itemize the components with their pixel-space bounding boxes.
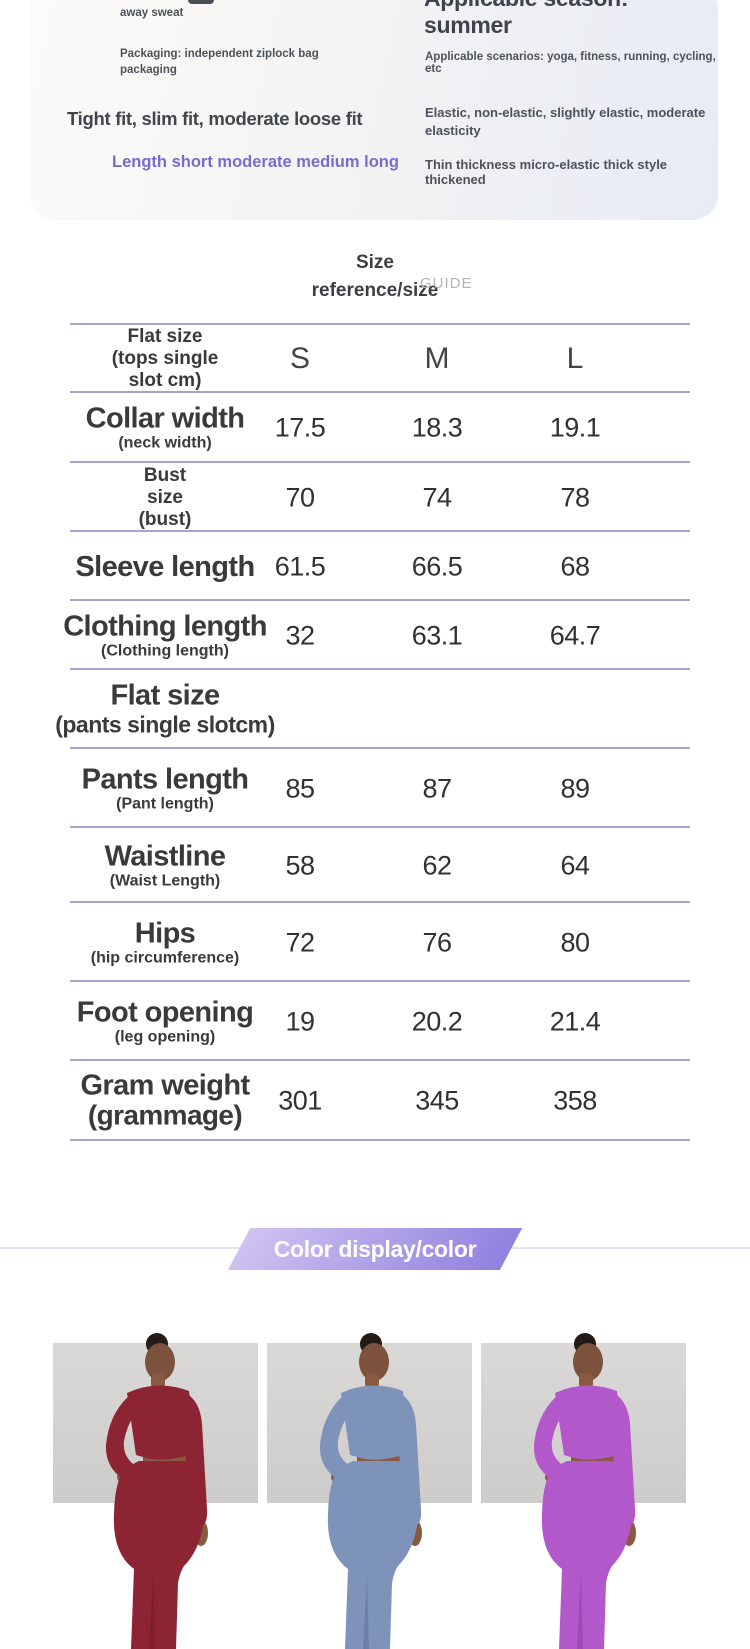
table-row-pants-length: Pants length (Pant length) 85 87 89 (0, 749, 750, 828)
cell-value: 20.2 (411, 1006, 463, 1036)
row-sublabel: (Waist Length) (109, 872, 221, 890)
table-row-clothing-length: Clothing length (Clothing length) 32 63.… (0, 601, 750, 670)
color-photo-row (0, 1333, 750, 1649)
spec-season: Applicable season: summer (424, 0, 629, 38)
size-guide-title-line2: reference/size (311, 279, 439, 301)
row-label: size (147, 486, 183, 508)
cell-value: 18.3 (411, 412, 463, 443)
cell-value: 301 (278, 1085, 322, 1116)
cell-value: 64.7 (549, 620, 601, 650)
table-row-sleeve-length: Sleeve length 61.5 66.5 68 (0, 532, 750, 601)
cell-value: 62 (422, 850, 452, 880)
cell-value: 70 (285, 482, 315, 512)
product-photo-wine-red[interactable] (53, 1333, 258, 1649)
cell-value: 76 (422, 927, 452, 957)
product-photo-purple[interactable] (481, 1333, 686, 1649)
row-label: Pants length (81, 762, 249, 795)
cell-value: 358 (553, 1085, 597, 1116)
table-row-foot-opening: Foot opening (leg opening) 19 20.2 21.4 (0, 982, 750, 1061)
table-section-pants: Flat size (pants single slotcm) (0, 670, 750, 749)
cell-value: 19.1 (549, 412, 601, 443)
column-header-m: M (424, 342, 450, 375)
cell-value: 80 (560, 927, 590, 957)
row-label: Foot opening (76, 995, 254, 1028)
model-figure-illustration (319, 1333, 422, 1649)
section-sublabel: (pants single slotcm) (55, 711, 275, 738)
row-sublabel: (Pant length) (116, 795, 214, 813)
section-label: Flat size (110, 679, 220, 712)
spec-fit-options: Tight fit, slim fit, moderate loose fit (67, 108, 363, 129)
row-label: Hips (134, 916, 196, 949)
row-label: Gram weight (80, 1069, 250, 1102)
table-row-collar-width: Collar width (neck width) 17.5 18.3 19.1 (0, 393, 750, 463)
row-label: Waistline (104, 839, 226, 872)
cell-value: 78 (560, 482, 590, 512)
row-sublabel: (grammage) (87, 1099, 243, 1131)
row-sublabel: (neck width) (118, 434, 212, 452)
table-header-row: Flat size (tops single slot cm) S M L (0, 325, 750, 393)
row-label: Clothing length (63, 609, 267, 642)
table-header-label: Flat size (tops single slot cm) (111, 325, 219, 392)
model-figure-illustration (105, 1333, 208, 1649)
cell-value: 68 (560, 551, 590, 581)
cell-value: 58 (285, 850, 315, 880)
row-sublabel: (Clothing length) (101, 642, 229, 660)
cell-value: 345 (415, 1085, 459, 1116)
cell-value: 87 (422, 773, 452, 803)
color-display-banner: Color display/color (0, 1228, 750, 1272)
table-row-waistline: Waistline (Waist Length) 58 62 64 (0, 828, 750, 903)
size-guide-title-line1: Size (355, 252, 395, 273)
cell-value: 64 (560, 850, 590, 880)
cell-value: 85 (285, 773, 315, 803)
column-header-s: S (289, 342, 310, 375)
cell-value: 21.4 (549, 1006, 601, 1036)
cell-value: 61.5 (274, 551, 326, 581)
row-label: Sleeve length (75, 550, 255, 583)
table-row-bust-size: Bust size (bust) 70 74 78 (0, 463, 750, 532)
cell-value: 32 (285, 620, 315, 650)
size-guide-title: Size reference/size GUIDE (0, 249, 750, 304)
product-spec-card: Function: absorbs heat and wicks away sw… (30, 0, 718, 220)
model-figure-illustration (533, 1333, 636, 1649)
column-header-l: L (566, 342, 584, 375)
row-sublabel: (leg opening) (114, 1028, 216, 1046)
cell-value: 74 (422, 482, 452, 512)
spec-thickness: Thin thickness micro-elastic thick style… (425, 157, 668, 187)
spec-length-options: Length short moderate medium long (112, 153, 399, 171)
row-sublabel: (bust) (138, 508, 192, 530)
cropped-graphic-sliver (188, 0, 214, 4)
row-sublabel: (hip circumference) (90, 949, 240, 967)
banner-title: Color display/color (273, 1235, 477, 1262)
cell-value: 19 (285, 1006, 315, 1036)
row-label: Collar width (85, 402, 245, 435)
spec-function: Function: absorbs heat and wicks away sw… (120, 0, 305, 20)
table-row-gram-weight: Gram weight (grammage) 301 345 358 (0, 1061, 750, 1141)
spec-scenarios: Applicable scenarios: yoga, fitness, run… (425, 51, 716, 75)
spec-packaging: Packaging: independent ziplock bag packa… (120, 48, 319, 77)
size-table-top-rule (70, 323, 690, 325)
row-label: Bust (143, 464, 187, 486)
cell-value: 89 (560, 773, 590, 803)
cell-value: 63.1 (411, 620, 463, 650)
cell-value: 17.5 (274, 412, 326, 443)
cell-value: 66.5 (411, 551, 463, 581)
product-photo-blue[interactable] (267, 1333, 472, 1649)
size-guide-watermark: GUIDE (420, 275, 473, 292)
cell-value: 72 (285, 927, 315, 957)
table-row-hips: Hips (hip circumference) 72 76 80 (0, 903, 750, 982)
spec-elasticity: Elastic, non-elastic, slightly elastic, … (425, 105, 706, 139)
